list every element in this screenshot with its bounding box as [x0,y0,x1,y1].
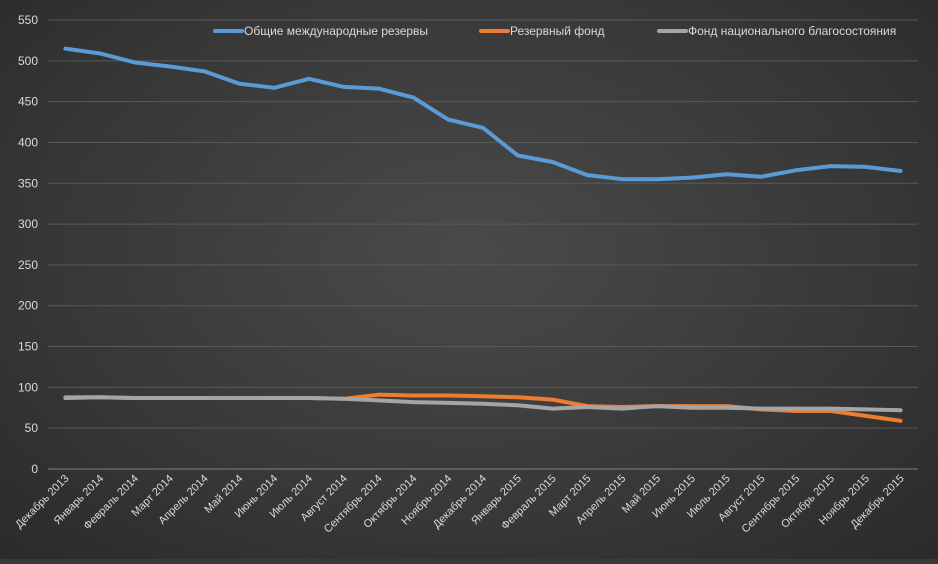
y-tick-label: 150 [18,340,38,354]
legend-label: Фонд национального благосостояния [688,24,896,38]
y-tick-label: 0 [31,462,38,476]
legend-label: Общие международные резервы [244,24,428,38]
y-axis-tick-labels: 0 50 100 150 200 250 300 350 400 450 500 550 [18,13,38,476]
y-tick-label: 550 [18,13,38,27]
legend: Общие международные резервы Резервный фон… [215,24,896,38]
series-lines [65,49,900,421]
y-tick-label: 400 [18,135,38,149]
legend-label: Резервный фонд [510,24,604,38]
y-tick-label: 200 [18,299,38,313]
y-tick-label: 300 [18,217,38,231]
gridlines [48,20,918,469]
y-tick-label: 500 [18,54,38,68]
y-tick-label: 100 [18,380,38,394]
series-line-0 [65,49,900,180]
y-tick-label: 450 [18,95,38,109]
y-tick-label: 250 [18,258,38,272]
y-tick-label: 350 [18,176,38,190]
y-tick-label: 50 [25,421,39,435]
